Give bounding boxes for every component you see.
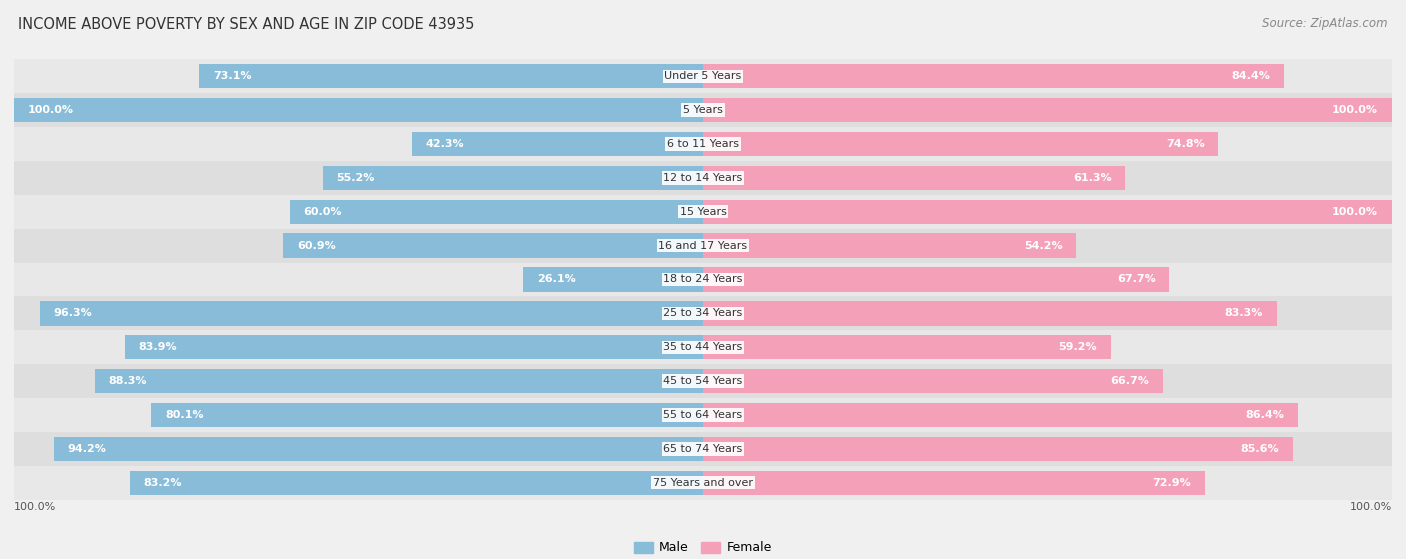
Text: 25 to 34 Years: 25 to 34 Years <box>664 309 742 319</box>
Bar <box>14 296 1392 330</box>
Text: 61.3%: 61.3% <box>1073 173 1112 183</box>
Text: 96.3%: 96.3% <box>53 309 91 319</box>
Bar <box>14 364 1392 398</box>
Bar <box>290 200 703 224</box>
Bar <box>14 466 1392 500</box>
Text: 18 to 24 Years: 18 to 24 Years <box>664 274 742 285</box>
Text: 88.3%: 88.3% <box>108 376 148 386</box>
Text: 6 to 11 Years: 6 to 11 Years <box>666 139 740 149</box>
Bar <box>703 403 1298 427</box>
Bar <box>14 263 1392 296</box>
Text: 66.7%: 66.7% <box>1109 376 1149 386</box>
Text: 42.3%: 42.3% <box>426 139 464 149</box>
Bar <box>200 64 703 88</box>
Text: 55 to 64 Years: 55 to 64 Years <box>664 410 742 420</box>
Text: 54.2%: 54.2% <box>1024 240 1063 250</box>
Text: 55.2%: 55.2% <box>336 173 375 183</box>
Text: 84.4%: 84.4% <box>1232 71 1271 81</box>
Text: 73.1%: 73.1% <box>214 71 252 81</box>
Text: 86.4%: 86.4% <box>1246 410 1285 420</box>
Text: 100.0%: 100.0% <box>1331 207 1378 217</box>
Bar <box>703 132 1219 156</box>
Text: 83.9%: 83.9% <box>139 342 177 352</box>
Bar <box>703 234 1077 258</box>
Bar <box>14 195 1392 229</box>
Bar <box>703 267 1170 292</box>
Bar <box>14 98 703 122</box>
Bar <box>14 330 1392 364</box>
Text: 94.2%: 94.2% <box>67 444 107 454</box>
Bar <box>703 471 1205 495</box>
Bar <box>39 301 703 325</box>
Bar <box>14 59 1392 93</box>
Bar <box>323 165 703 190</box>
Bar <box>703 200 1392 224</box>
Bar <box>703 64 1285 88</box>
Text: 74.8%: 74.8% <box>1166 139 1205 149</box>
Bar <box>129 471 703 495</box>
Text: 16 and 17 Years: 16 and 17 Years <box>658 240 748 250</box>
Text: 35 to 44 Years: 35 to 44 Years <box>664 342 742 352</box>
Text: Under 5 Years: Under 5 Years <box>665 71 741 81</box>
Bar <box>14 127 1392 161</box>
Text: 75 Years and over: 75 Years and over <box>652 478 754 488</box>
Text: 85.6%: 85.6% <box>1240 444 1279 454</box>
Text: 67.7%: 67.7% <box>1116 274 1156 285</box>
Legend: Male, Female: Male, Female <box>630 537 776 559</box>
Text: INCOME ABOVE POVERTY BY SEX AND AGE IN ZIP CODE 43935: INCOME ABOVE POVERTY BY SEX AND AGE IN Z… <box>18 17 475 32</box>
Bar <box>703 98 1392 122</box>
Text: 100.0%: 100.0% <box>28 105 75 115</box>
Bar <box>703 437 1292 461</box>
Bar <box>703 369 1163 394</box>
Text: 83.2%: 83.2% <box>143 478 183 488</box>
Bar <box>523 267 703 292</box>
Text: 100.0%: 100.0% <box>1350 503 1392 513</box>
Bar <box>284 234 703 258</box>
Bar <box>703 335 1111 359</box>
Text: 100.0%: 100.0% <box>14 503 56 513</box>
Text: 60.0%: 60.0% <box>304 207 342 217</box>
Text: 65 to 74 Years: 65 to 74 Years <box>664 444 742 454</box>
Text: 5 Years: 5 Years <box>683 105 723 115</box>
Text: 100.0%: 100.0% <box>1331 105 1378 115</box>
Text: 60.9%: 60.9% <box>297 240 336 250</box>
Bar <box>94 369 703 394</box>
Bar <box>703 301 1277 325</box>
Bar <box>14 229 1392 263</box>
Bar <box>14 398 1392 432</box>
Bar <box>14 432 1392 466</box>
Text: 72.9%: 72.9% <box>1153 478 1191 488</box>
Bar <box>152 403 703 427</box>
Bar <box>412 132 703 156</box>
Text: Source: ZipAtlas.com: Source: ZipAtlas.com <box>1263 17 1388 30</box>
Text: 45 to 54 Years: 45 to 54 Years <box>664 376 742 386</box>
Text: 26.1%: 26.1% <box>537 274 575 285</box>
Text: 83.3%: 83.3% <box>1225 309 1263 319</box>
Bar <box>53 437 703 461</box>
Bar <box>14 161 1392 195</box>
Text: 15 Years: 15 Years <box>679 207 727 217</box>
Bar <box>703 165 1125 190</box>
Text: 80.1%: 80.1% <box>165 410 204 420</box>
Bar <box>14 93 1392 127</box>
Bar <box>125 335 703 359</box>
Text: 59.2%: 59.2% <box>1059 342 1097 352</box>
Text: 12 to 14 Years: 12 to 14 Years <box>664 173 742 183</box>
